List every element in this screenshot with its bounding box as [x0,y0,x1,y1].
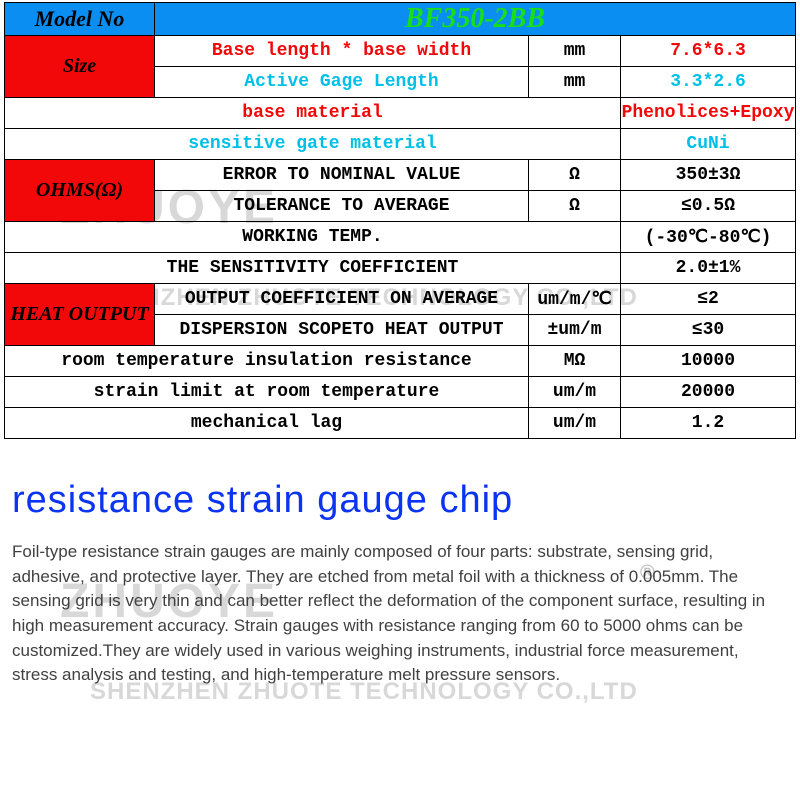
value-cell: ≤30 [621,315,796,346]
unit-cell: um/m [529,377,621,408]
value-cell: CuNi [621,129,796,160]
ohms-label-cell: OHMS(Ω) [5,160,155,222]
param-cell: THE SENSITIVITY COEFFICIENT [5,253,621,284]
table-row: room temperature insulation resistance M… [5,346,796,377]
value-cell: 350±3Ω [621,160,796,191]
value-cell: 2.0±1% [621,253,796,284]
model-label-cell: Model No [5,3,155,36]
page-title: resistance strain gauge chip [12,479,788,522]
param-cell: OUTPUT COEFFICIENT ON AVERAGE [155,284,529,315]
unit-cell: ±um/m [529,315,621,346]
unit-cell: Ω [529,160,621,191]
table-row: Model No BF350-2BB [5,3,796,36]
param-cell: base material [5,98,621,129]
size-label-cell: Size [5,36,155,98]
value-cell: (-30℃-80℃) [621,222,796,253]
value-cell: Phenolices+Epoxy [621,98,796,129]
param-cell: mechanical lag [5,408,529,439]
unit-cell: MΩ [529,346,621,377]
param-cell: TOLERANCE TO AVERAGE [155,191,529,222]
unit-cell: mm [529,36,621,67]
param-cell: sensitive gate material [5,129,621,160]
spec-table: Model No BF350-2BB Size Base length * ba… [4,2,796,439]
table-row: strain limit at room temperature um/m 20… [5,377,796,408]
unit-cell: mm [529,67,621,98]
table-row: OHMS(Ω) ERROR TO NOMINAL VALUE Ω 350±3Ω [5,160,796,191]
param-cell: ERROR TO NOMINAL VALUE [155,160,529,191]
table-row: HEAT OUTPUT OUTPUT COEFFICIENT ON AVERAG… [5,284,796,315]
param-cell: Base length * base width [155,36,529,67]
table-row: WORKING TEMP. (-30℃-80℃) [5,222,796,253]
value-cell: 10000 [621,346,796,377]
value-cell: 1.2 [621,408,796,439]
unit-cell: um/m/℃ [529,284,621,315]
body-paragraph: Foil-type resistance strain gauges are m… [0,540,800,688]
unit-cell: um/m [529,408,621,439]
unit-cell: Ω [529,191,621,222]
param-cell: room temperature insulation resistance [5,346,529,377]
table-row: sensitive gate material CuNi [5,129,796,160]
value-cell: 20000 [621,377,796,408]
table-row: Size Base length * base width mm 7.6*6.3 [5,36,796,67]
table-row: THE SENSITIVITY COEFFICIENT 2.0±1% [5,253,796,284]
param-cell: Active Gage Length [155,67,529,98]
param-cell: WORKING TEMP. [5,222,621,253]
table-row: mechanical lag um/m 1.2 [5,408,796,439]
value-cell: 7.6*6.3 [621,36,796,67]
model-value-cell: BF350-2BB [155,3,796,36]
value-cell: ≤0.5Ω [621,191,796,222]
value-cell: 3.3*2.6 [621,67,796,98]
heat-label-cell: HEAT OUTPUT [5,284,155,346]
value-cell: ≤2 [621,284,796,315]
param-cell: DISPERSION SCOPETO HEAT OUTPUT [155,315,529,346]
param-cell: strain limit at room temperature [5,377,529,408]
table-row: base material Phenolices+Epoxy [5,98,796,129]
